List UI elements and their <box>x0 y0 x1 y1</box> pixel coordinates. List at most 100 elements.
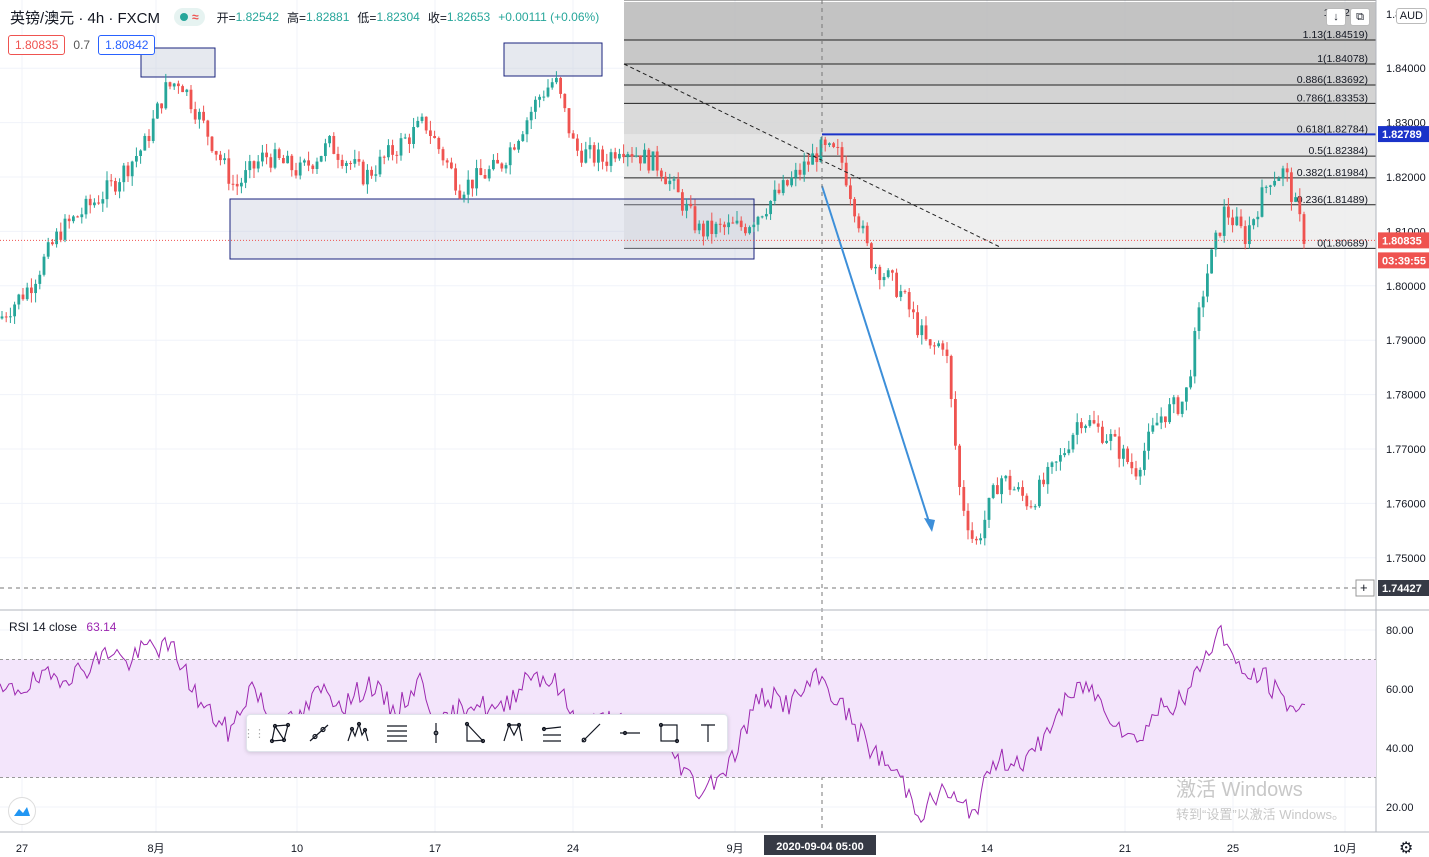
current-price-tag: 1.80835 <box>1382 235 1422 247</box>
candle-body <box>987 497 991 520</box>
candle-body <box>1189 376 1192 388</box>
candle-body <box>949 355 953 399</box>
candle-body <box>643 149 646 164</box>
cloud-logo-icon <box>14 807 30 816</box>
candle-body <box>718 223 722 225</box>
candle-body <box>823 139 827 145</box>
candle-body <box>660 170 663 177</box>
candle-body <box>765 214 768 217</box>
candle-body <box>319 156 323 162</box>
candle-body <box>1210 249 1213 274</box>
open-value: 1.82542 <box>235 10 280 24</box>
candles <box>0 71 1306 546</box>
candle-body <box>991 485 995 498</box>
settings-gear-icon[interactable]: ⚙ <box>1399 840 1414 857</box>
elliott-wave-tool-button[interactable] <box>339 714 378 752</box>
fib-retracement-tool-button[interactable] <box>377 714 416 752</box>
candle-body <box>9 316 12 318</box>
vertical-line-tool-button[interactable] <box>416 714 455 752</box>
plus-icon: + <box>1360 580 1368 595</box>
candle-body <box>1298 197 1302 215</box>
buy-button[interactable]: 1.80842 <box>98 35 156 55</box>
candle-body <box>1117 436 1121 459</box>
rsi-legend[interactable]: RSI 14 close 63.14 <box>9 620 116 634</box>
candle-body <box>391 145 394 155</box>
candle-body <box>105 180 109 200</box>
candle-body <box>777 189 781 194</box>
parallel-channel-tool-button[interactable] <box>533 714 572 752</box>
candle-body <box>324 143 327 157</box>
candle-body <box>559 77 562 94</box>
candle-body <box>214 151 218 155</box>
text-tool-button[interactable] <box>688 714 727 752</box>
candle-body <box>298 162 302 176</box>
candle-body <box>1092 420 1096 424</box>
market-status-pill[interactable]: ≈ <box>174 8 205 26</box>
candle-body <box>450 162 453 169</box>
ray-tool-button[interactable] <box>572 714 611 752</box>
candle-body <box>25 287 29 300</box>
candle-body <box>517 140 520 150</box>
candle-body <box>219 154 222 161</box>
pattern-tool-button[interactable] <box>261 714 300 752</box>
candle-body <box>1176 397 1180 414</box>
candle-body <box>1059 455 1062 462</box>
candle-body <box>235 183 239 187</box>
horizontal-line-tool-button[interactable] <box>610 714 649 752</box>
candle-body <box>588 145 592 150</box>
maximize-button[interactable]: ⧉ <box>1350 8 1370 26</box>
scroll-to-end-button[interactable]: ↓ <box>1326 8 1346 26</box>
currency-button[interactable]: AUD <box>1395 8 1427 24</box>
xabcd-tool-button[interactable] <box>494 714 533 752</box>
candle-body <box>1147 431 1150 451</box>
candle-body <box>639 155 642 164</box>
ray-tool-icon <box>581 723 601 743</box>
candle-body <box>1256 216 1260 220</box>
drag-handle-icon[interactable]: ⋮⋮ <box>243 727 265 740</box>
time-tick-label: 17 <box>429 843 441 855</box>
rectangle-tool-icon <box>658 722 679 744</box>
candle-body <box>1050 462 1054 467</box>
candle-body <box>1235 216 1239 226</box>
rectangle-tool-button[interactable] <box>649 714 688 752</box>
candle-body <box>269 157 273 168</box>
candle-body <box>555 77 558 83</box>
candle-body <box>143 135 147 151</box>
candle-body <box>475 168 478 189</box>
candle-body <box>84 198 88 215</box>
crosshair-time-tag: 2020-09-04 05:00 <box>776 841 863 853</box>
candle-body <box>374 174 378 176</box>
candle-body <box>1025 495 1029 507</box>
candle-body <box>466 179 470 195</box>
candle-body <box>899 291 903 297</box>
candle-body <box>294 170 298 176</box>
trend-line-tool-button[interactable] <box>300 714 339 752</box>
candle-body <box>387 145 390 158</box>
candle-body <box>122 165 126 183</box>
candle-body <box>601 149 604 162</box>
candle-body <box>1126 448 1129 462</box>
candle-body <box>937 343 940 347</box>
high-label: 高= <box>287 10 307 25</box>
candle-body <box>1285 168 1289 173</box>
sell-button[interactable]: 1.80835 <box>8 35 66 55</box>
candle-body <box>1075 422 1079 435</box>
candle-body <box>1038 479 1041 507</box>
candle-body <box>886 270 890 277</box>
candle-body <box>786 180 789 186</box>
tradingview-logo[interactable] <box>8 797 36 825</box>
fib-zone <box>624 84 1376 104</box>
fib-level-label: 0.5(1.82384) <box>1308 145 1368 157</box>
candle-body <box>794 169 798 178</box>
candle-body <box>0 316 4 319</box>
projection-arrow-line <box>821 185 931 526</box>
candle-body <box>618 153 621 159</box>
candle-body <box>1033 506 1037 508</box>
symbol-title[interactable]: 英镑/澳元 · 4h · FXCM <box>10 9 161 27</box>
candle-body <box>55 231 58 245</box>
candle-body <box>1264 186 1268 188</box>
candle-body <box>697 223 701 231</box>
triangle-tool-button[interactable] <box>455 714 494 752</box>
candle-body <box>802 161 806 175</box>
